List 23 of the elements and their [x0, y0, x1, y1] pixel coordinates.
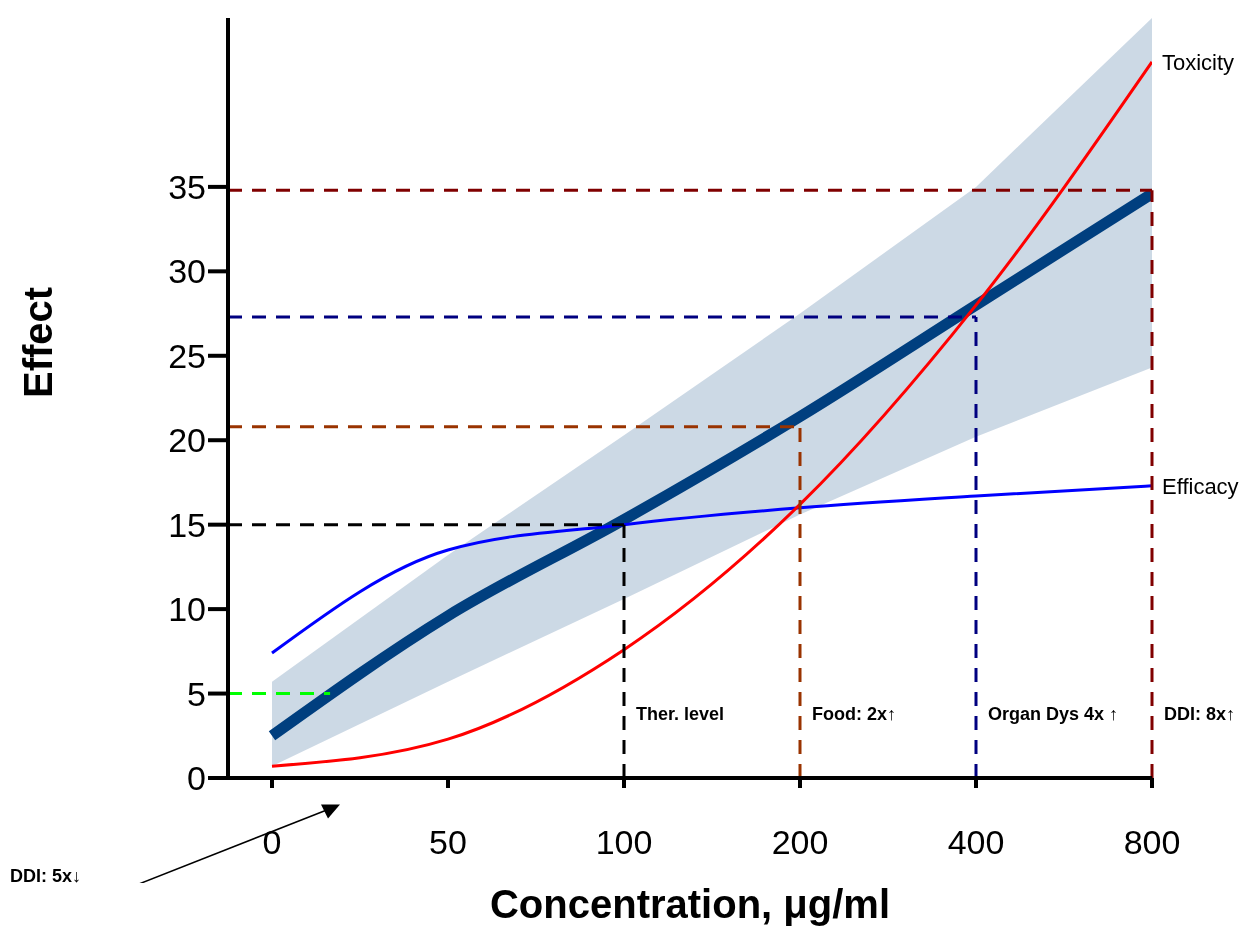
- y-axis-title: Effect: [16, 286, 61, 398]
- y-tick-label: 0: [187, 759, 206, 798]
- x-tick-label: 100: [595, 823, 653, 862]
- y-tick-label: 5: [187, 674, 206, 713]
- ref-line-label: Ther. level: [636, 704, 725, 724]
- x-axis-title: Concentration, μg/ml: [489, 882, 891, 926]
- y-tick-label: 20: [168, 421, 206, 460]
- x-tick-label: 200: [771, 823, 829, 862]
- y-tick-label: 10: [168, 590, 206, 629]
- x-tick-label: 0: [262, 823, 282, 862]
- text: DDI: 5x↓: [10, 866, 82, 887]
- ref-line-label: DDI: 8x↑: [1164, 704, 1236, 724]
- y-tick-label: 30: [168, 252, 206, 291]
- y-tick-label: 35: [168, 167, 206, 206]
- ref-line-label: Organ Dys 4x ↑: [988, 704, 1119, 724]
- series-label: Toxicity: [1162, 49, 1235, 75]
- series-label: Efficacy: [1162, 473, 1239, 499]
- x-tick-label: 50: [429, 823, 467, 862]
- ref-line-label: Food: 2x↑: [812, 704, 896, 724]
- y-tick-label: 25: [168, 336, 206, 375]
- x-tick-label: 800: [1123, 823, 1181, 862]
- x-tick-label: 400: [947, 823, 1005, 862]
- y-tick-label: 15: [168, 505, 206, 544]
